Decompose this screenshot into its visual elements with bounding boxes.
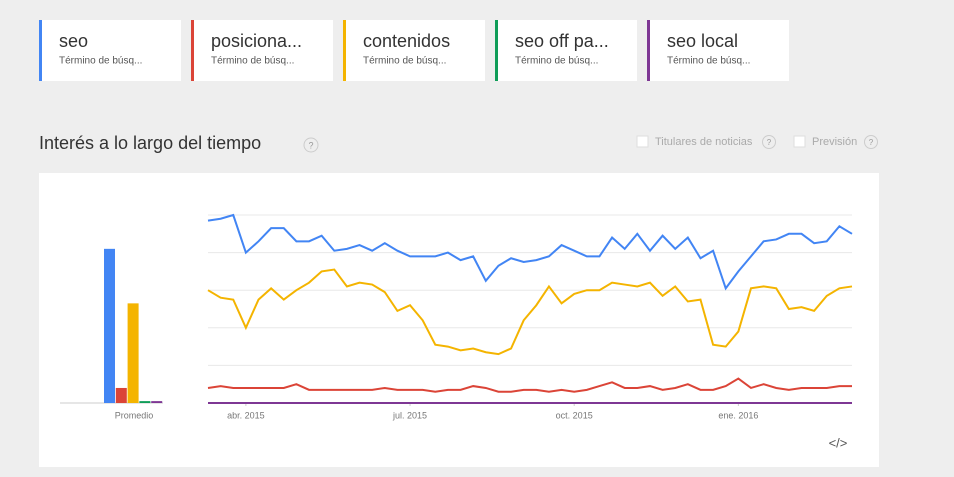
x-tick-label: ene. 2016 <box>718 410 758 420</box>
checkbox[interactable] <box>793 135 806 148</box>
help-text[interactable]: ? <box>869 138 874 147</box>
term-card[interactable] <box>647 20 789 81</box>
help-icon[interactable] <box>303 137 319 153</box>
term-label: seo local <box>667 31 738 51</box>
avg-bar <box>151 401 163 403</box>
term-subtitle: Término de búsq... <box>59 56 142 67</box>
x-tick-label: oct. 2015 <box>556 410 593 420</box>
term-color <box>647 20 650 81</box>
term-label: seo off pa... <box>515 31 609 51</box>
help-text[interactable]: ? <box>308 140 313 150</box>
term-card[interactable] <box>343 20 485 81</box>
series-line <box>207 213 853 291</box>
x-tick-label: abr. 2015 <box>227 410 265 420</box>
term-color <box>495 20 498 81</box>
help-text[interactable]: ? <box>767 138 772 147</box>
help-icon[interactable] <box>762 135 776 149</box>
term-color <box>191 20 194 81</box>
avg-bar <box>139 401 151 403</box>
chart-panel <box>39 173 879 467</box>
term-subtitle: Término de búsq... <box>363 56 446 67</box>
option-label[interactable]: Previsión <box>812 136 857 148</box>
term-subtitle: Término de búsq... <box>211 56 294 67</box>
avg-label: Promedio <box>115 410 154 420</box>
series-line <box>207 377 852 393</box>
avg-bar <box>115 387 127 403</box>
series-line <box>207 268 853 356</box>
help-icon[interactable] <box>864 135 878 149</box>
chart-title: Interés a lo largo del tiempo <box>39 133 261 153</box>
checkbox[interactable] <box>636 135 649 148</box>
term-label: posiciona... <box>211 31 302 51</box>
avg-bar <box>127 303 139 403</box>
term-card[interactable] <box>39 20 181 81</box>
term-color <box>343 20 346 81</box>
term-card[interactable] <box>191 20 333 81</box>
option-label[interactable]: Titulares de noticias <box>655 136 753 148</box>
term-label: seo <box>59 31 88 51</box>
term-subtitle: Término de búsq... <box>515 56 598 67</box>
term-card[interactable] <box>495 20 637 81</box>
term-subtitle: Término de búsq... <box>667 56 750 67</box>
term-label: contenidos <box>363 31 450 51</box>
x-tick-label: jul. 2015 <box>392 410 427 420</box>
avg-bar <box>104 248 115 403</box>
term-color <box>39 20 42 81</box>
embed-icon[interactable]: </> <box>829 435 848 450</box>
